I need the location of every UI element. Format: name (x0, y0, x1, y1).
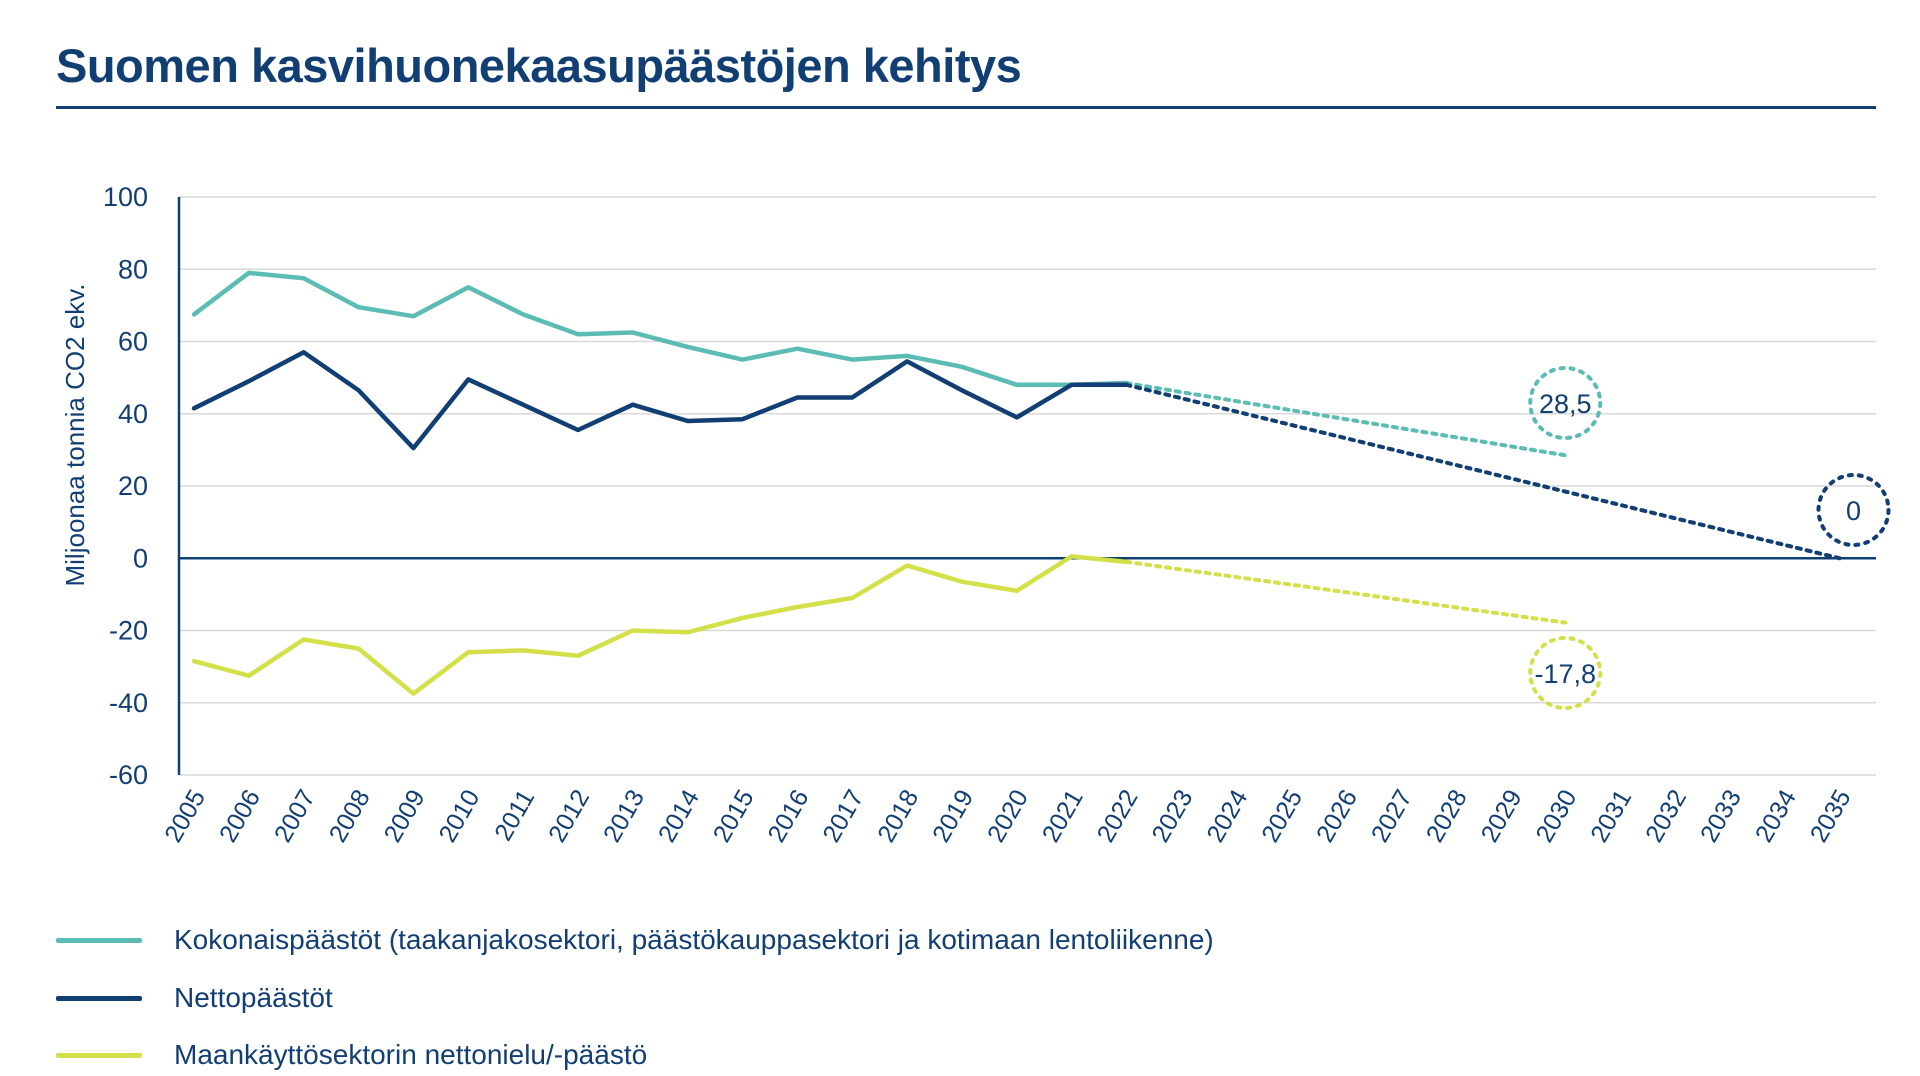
x-tick-label: 2031 (1585, 785, 1637, 847)
x-tick-label: 2017 (817, 785, 869, 847)
x-tick-label: 2029 (1476, 785, 1528, 847)
x-tick-label: 2026 (1311, 785, 1363, 847)
x-tick-label: 2027 (1366, 785, 1418, 847)
x-tick-label: 2024 (1201, 785, 1253, 847)
x-tick-label: 2010 (433, 785, 485, 847)
projection-line (1124, 381, 1568, 458)
y-tick-label: 20 (118, 471, 148, 501)
projection-line (1124, 382, 1842, 561)
x-tick-label: 2005 (159, 785, 211, 847)
series-line (191, 350, 1129, 451)
series-lines (191, 270, 1842, 696)
target-markers: 28,5 0 -17,8 (1528, 366, 1891, 710)
x-tick-label: 2021 (1037, 785, 1089, 847)
target-circle (1528, 366, 1603, 440)
gridlines (179, 196, 1876, 776)
y-tick-label: -20 (109, 616, 148, 646)
y-tick-label: 40 (118, 399, 148, 429)
x-tick-label: 2020 (982, 785, 1034, 847)
x-tick-label: 2022 (1092, 785, 1144, 847)
legend-swatch (56, 1053, 142, 1058)
series-line (191, 270, 1129, 388)
y-tick-label: 0 (133, 543, 148, 573)
legend-label: Nettopäästöt (174, 982, 333, 1013)
x-tick-label: 2034 (1750, 785, 1802, 847)
x-tick-label: 2006 (214, 785, 266, 847)
x-tick-labels: 2005 2006 2007 2008 2009 2010 2011 2012 2013 2014… (159, 785, 1857, 847)
legend-label: Maankäyttösektorin nettonielu/-päästö (174, 1039, 648, 1070)
legend-item: Kokonaispäästöt (taakanjakosektori, pääs… (56, 920, 1756, 960)
y-tick-label: 80 (118, 254, 148, 284)
x-tick-label: 2033 (1695, 785, 1747, 847)
x-tick-label: 2032 (1640, 785, 1692, 847)
x-tick-label: 2015 (708, 785, 760, 847)
projection-line (1124, 559, 1568, 625)
legend-label: Kokonaispäästöt (taakanjakosektori, pääs… (174, 924, 1214, 955)
legend-swatch (56, 938, 142, 943)
y-tick-labels: 100 80 60 40 20 0 -20 -40 -60 (103, 182, 148, 790)
chart-title: Suomen kasvihuonekaasupäästöjen kehitys (56, 39, 1022, 92)
x-tick-label: 2018 (872, 785, 924, 847)
x-tick-label: 2023 (1146, 785, 1198, 847)
x-tick-label: 2009 (379, 785, 431, 847)
x-tick-label: 2007 (269, 785, 321, 847)
target-label: -17,8 (1534, 659, 1596, 689)
x-tick-label: 2016 (762, 785, 814, 847)
y-tick-label: 100 (103, 182, 148, 212)
y-tick-label: -40 (109, 688, 148, 718)
target-label: 0 (1846, 496, 1861, 526)
legend-item: Maankäyttösektorin nettonielu/-päästö (56, 1035, 1756, 1075)
x-tick-label: 2025 (1256, 785, 1308, 847)
x-tick-label: 2012 (543, 785, 595, 847)
y-tick-label: -60 (109, 760, 148, 790)
x-tick-label: 2028 (1421, 785, 1473, 847)
x-tick-label: 2019 (927, 785, 979, 847)
x-tick-label: 2008 (324, 785, 376, 847)
target-circle (1816, 473, 1891, 547)
y-axis-label: Miljoonaa tonnia CO2 ekv. (60, 283, 90, 586)
axes (177, 197, 1876, 775)
target-label: 28,5 (1539, 389, 1592, 419)
x-tick-label: 2011 (489, 785, 540, 846)
legend-item: Nettopäästöt (56, 978, 1756, 1018)
legend-swatch (56, 996, 142, 1001)
y-tick-label: 60 (118, 327, 148, 357)
series-line (191, 554, 1129, 696)
title-divider (56, 106, 1876, 109)
x-tick-label: 2013 (598, 785, 650, 847)
x-tick-label: 2035 (1805, 785, 1857, 847)
target-circle (1528, 636, 1603, 710)
x-tick-label: 2014 (653, 785, 705, 847)
x-tick-label: 2030 (1530, 785, 1582, 847)
